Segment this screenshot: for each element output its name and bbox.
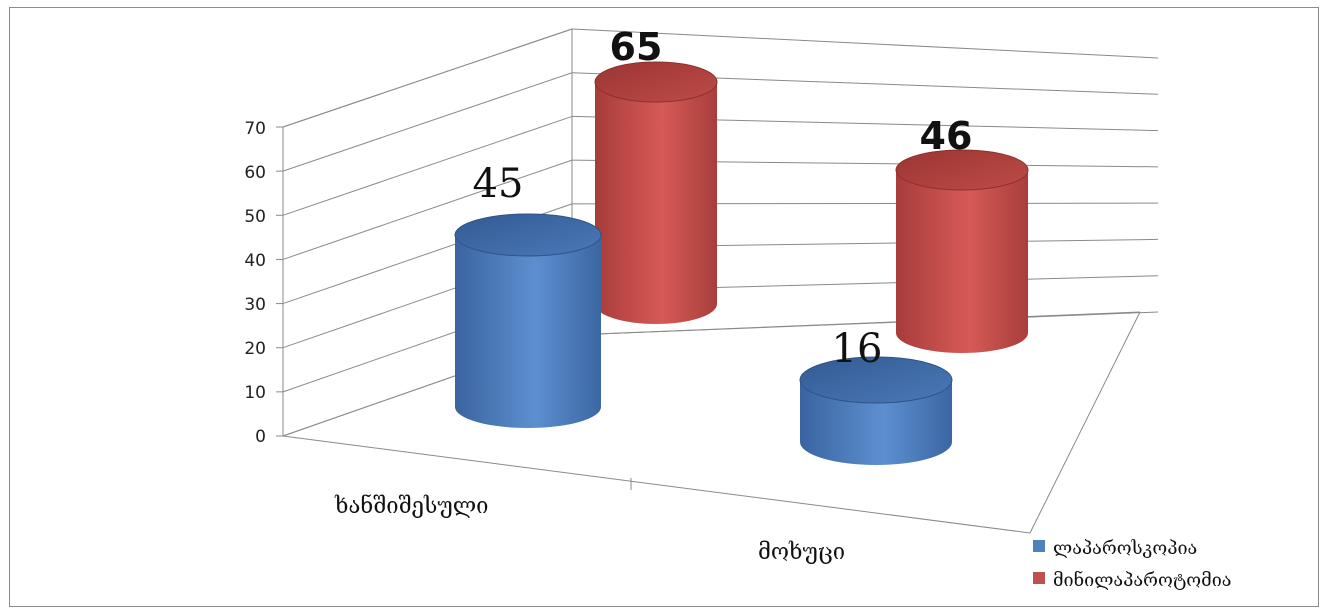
- y-tick-label: 50: [244, 207, 266, 227]
- x-category-label: ხანშიშესული: [334, 493, 489, 519]
- x-category-label: მოხუცი: [758, 540, 845, 565]
- legend-swatch-series1: [1033, 540, 1045, 552]
- floor-front-edge: [282, 435, 1031, 534]
- cylinder-body: [896, 170, 1028, 353]
- bar-series1-cat1: [454, 213, 602, 428]
- chart-frame: [9, 7, 1319, 607]
- y-tick-label: 20: [244, 339, 266, 359]
- y-tick-label: 60: [244, 163, 266, 183]
- bar-series2-cat2: [895, 149, 1029, 353]
- cylinder-top: [454, 213, 602, 257]
- y-tick-label: 30: [244, 295, 266, 315]
- legend-label-series2: მინილაპაროტომია: [1053, 569, 1232, 591]
- legend-swatch-series2: [1033, 572, 1045, 584]
- data-label-series2-cat1: 65: [610, 25, 663, 69]
- cylinder-body: [595, 82, 717, 324]
- y-tick-label: 0: [255, 427, 266, 447]
- legend-label-series1: ლაპაროსკოპია: [1053, 538, 1197, 559]
- data-label-series2-cat2: 46: [920, 114, 973, 158]
- cylinder-body: [455, 235, 601, 428]
- data-label-series1-cat2: 16: [832, 326, 883, 372]
- floor-right-edge: [1029, 311, 1141, 534]
- cylinder-top: [895, 149, 1029, 191]
- data-label-series1-cat1: 45: [473, 161, 524, 207]
- bar-series2-cat1: [594, 61, 718, 324]
- y-tick-label: 70: [244, 119, 266, 139]
- bar-series1-cat2: [799, 356, 953, 465]
- y-tick-label: 10: [244, 383, 266, 403]
- cylinder-top: [594, 61, 718, 103]
- y-tick-label: 40: [244, 251, 266, 271]
- cylinder-body: [800, 380, 952, 465]
- cylinder-top: [799, 356, 953, 404]
